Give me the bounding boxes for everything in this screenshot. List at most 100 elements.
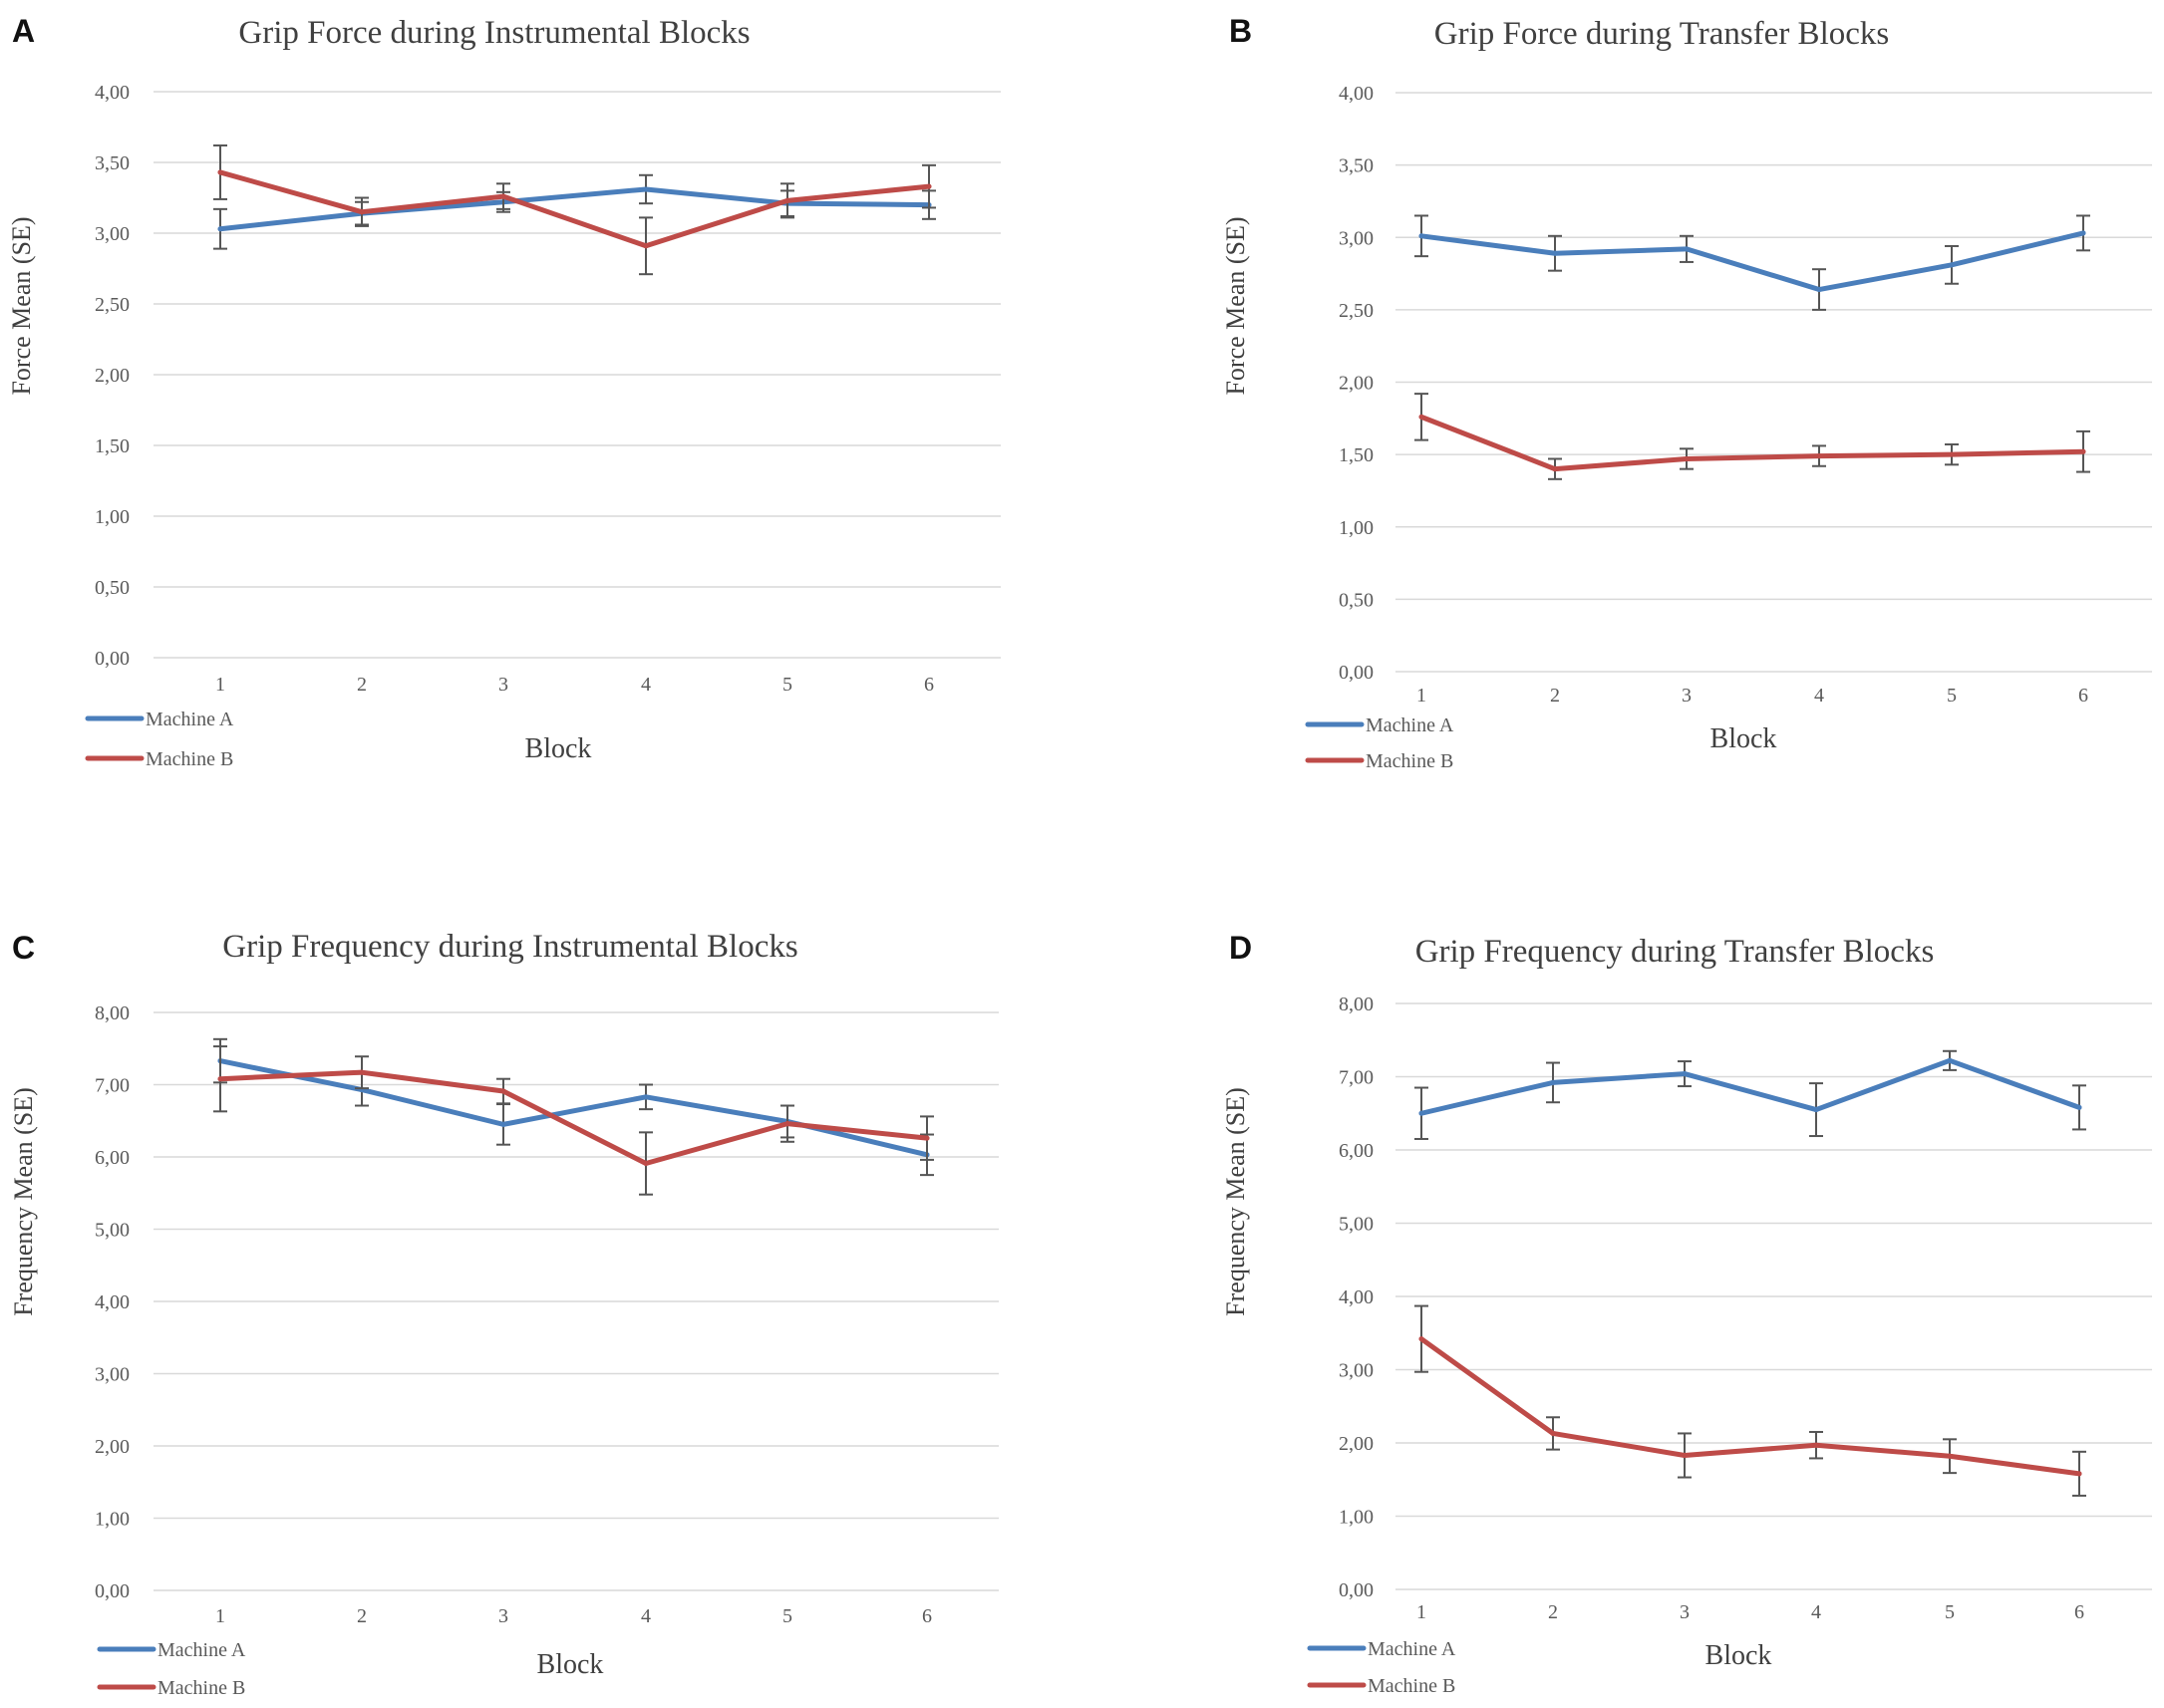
x-tick-label: 4 — [1811, 1601, 1821, 1623]
y-tick-label: 1,50 — [95, 435, 130, 457]
panel-letter: B — [1229, 13, 1252, 49]
chart-title: Grip Force during Transfer Blocks — [1434, 16, 1889, 52]
x-axis-title: Block — [1710, 723, 1777, 754]
y-axis-title: Force Mean (SE) — [1221, 216, 1250, 395]
line-segment — [1816, 262, 1955, 293]
line-segment — [784, 183, 932, 203]
y-tick-label: 2,00 — [95, 1436, 130, 1458]
x-tick-label: 6 — [2078, 685, 2088, 707]
y-tick-label: 4,00 — [1339, 1286, 1374, 1308]
x-tick-label: 6 — [922, 1605, 932, 1627]
y-tick-label: 4,00 — [95, 1291, 130, 1313]
y-tick-label: 4,00 — [95, 82, 130, 104]
y-tick-label: 1,00 — [1339, 1507, 1374, 1529]
line-segment — [1816, 451, 1955, 459]
x-axis-title: Block — [537, 1649, 604, 1680]
series-machine-b — [213, 1045, 934, 1196]
legend-label: Machine B — [1368, 1675, 1455, 1697]
data-point — [1550, 1079, 1556, 1085]
x-tick-label: 6 — [924, 674, 934, 696]
data-point — [1816, 287, 1822, 293]
data-point — [1418, 1336, 1424, 1342]
y-tick-label: 1,50 — [1339, 444, 1374, 466]
y-tick-label: 8,00 — [1339, 994, 1374, 1015]
x-tick-label: 2 — [357, 674, 367, 696]
line-segment — [217, 1069, 365, 1082]
y-tick-label: 0,00 — [1339, 662, 1374, 684]
x-tick-label: 3 — [1682, 685, 1692, 707]
x-tick-label: 1 — [215, 674, 225, 696]
x-tick-label: 2 — [1550, 685, 1560, 707]
legend-label: Machine A — [146, 709, 234, 730]
x-axis-title: Block — [1705, 1640, 1772, 1671]
data-point — [1552, 466, 1558, 472]
data-point — [1550, 1430, 1556, 1436]
x-tick-label: 6 — [2074, 1601, 2084, 1623]
data-point — [784, 1121, 790, 1127]
panel-letter: A — [12, 13, 35, 49]
data-point — [1682, 1452, 1688, 1458]
panel-letter: C — [12, 930, 35, 966]
x-tick-label: 5 — [1945, 1601, 1955, 1623]
line-segment — [1550, 1430, 1688, 1458]
data-point — [643, 186, 649, 192]
line-segment — [1418, 1336, 1556, 1436]
line-segment — [1813, 1442, 1953, 1459]
y-tick-label: 1,00 — [95, 506, 130, 528]
y-tick-label: 2,50 — [1339, 300, 1374, 322]
line-segment — [359, 1069, 506, 1094]
data-point — [1418, 233, 1424, 239]
y-tick-label: 2,00 — [95, 365, 130, 387]
line-segment — [784, 1121, 930, 1141]
panel-b: B Grip Force during Transfer Blocks 0,00 0,… — [1221, 13, 2152, 772]
x-tick-label: 1 — [215, 1605, 225, 1627]
data-point — [1418, 414, 1424, 420]
line-segment — [1684, 453, 1822, 461]
data-point — [500, 193, 506, 199]
y-tick-label: 3,50 — [1339, 155, 1374, 177]
line-segment — [359, 193, 506, 215]
y-tick-label: 8,00 — [95, 1002, 130, 1024]
data-point — [1949, 262, 1955, 268]
line-segment — [359, 1087, 506, 1127]
x-tick-label: 5 — [1947, 685, 1957, 707]
chart-title: Grip Frequency during Transfer Blocks — [1415, 934, 1935, 970]
series-machine-a — [213, 1037, 934, 1177]
y-tick-label: 0,50 — [1339, 589, 1374, 611]
series-machine-a — [1414, 1049, 2086, 1140]
line-segment — [643, 1121, 790, 1167]
data-point — [1813, 1442, 1819, 1448]
y-tick-label: 2,00 — [1339, 1433, 1374, 1455]
y-axis-title: Frequency Mean (SE) — [1221, 1087, 1250, 1316]
y-tick-label: 6,00 — [95, 1147, 130, 1169]
series-machine-b — [213, 143, 936, 276]
data-point — [1552, 250, 1558, 256]
y-tick-label: 6,00 — [1339, 1140, 1374, 1162]
data-point — [926, 183, 932, 189]
panel-c: C Grip Frequency during Instrumental Bloc… — [9, 929, 999, 1699]
line-segment — [1684, 246, 1822, 293]
line-segment — [1813, 1057, 1953, 1113]
line-segment — [1550, 1071, 1688, 1085]
line-segment — [217, 210, 365, 232]
panel-d: D Grip Frequency during Transfer Blocks 0,… — [1221, 930, 2152, 1697]
x-tick-label: 5 — [782, 1605, 792, 1627]
legend-label: Machine A — [157, 1639, 246, 1661]
data-point — [500, 1121, 506, 1127]
y-tick-label: 3,00 — [1339, 1360, 1374, 1382]
data-point — [1813, 1107, 1819, 1113]
chart-title: Grip Force during Instrumental Blocks — [238, 15, 750, 51]
data-point — [217, 169, 223, 175]
chart-title: Grip Frequency during Instrumental Block… — [222, 929, 797, 965]
x-axis-title: Block — [525, 733, 592, 764]
y-tick-label: 4,00 — [1339, 83, 1374, 105]
x-tick-label: 3 — [1680, 1601, 1690, 1623]
data-point — [1684, 246, 1690, 252]
data-point — [359, 209, 365, 215]
x-tick-label: 3 — [498, 1605, 508, 1627]
data-point — [217, 1076, 223, 1082]
line-segment — [643, 197, 790, 249]
legend-label: Machine B — [146, 748, 233, 770]
x-tick-label: 4 — [641, 674, 651, 696]
